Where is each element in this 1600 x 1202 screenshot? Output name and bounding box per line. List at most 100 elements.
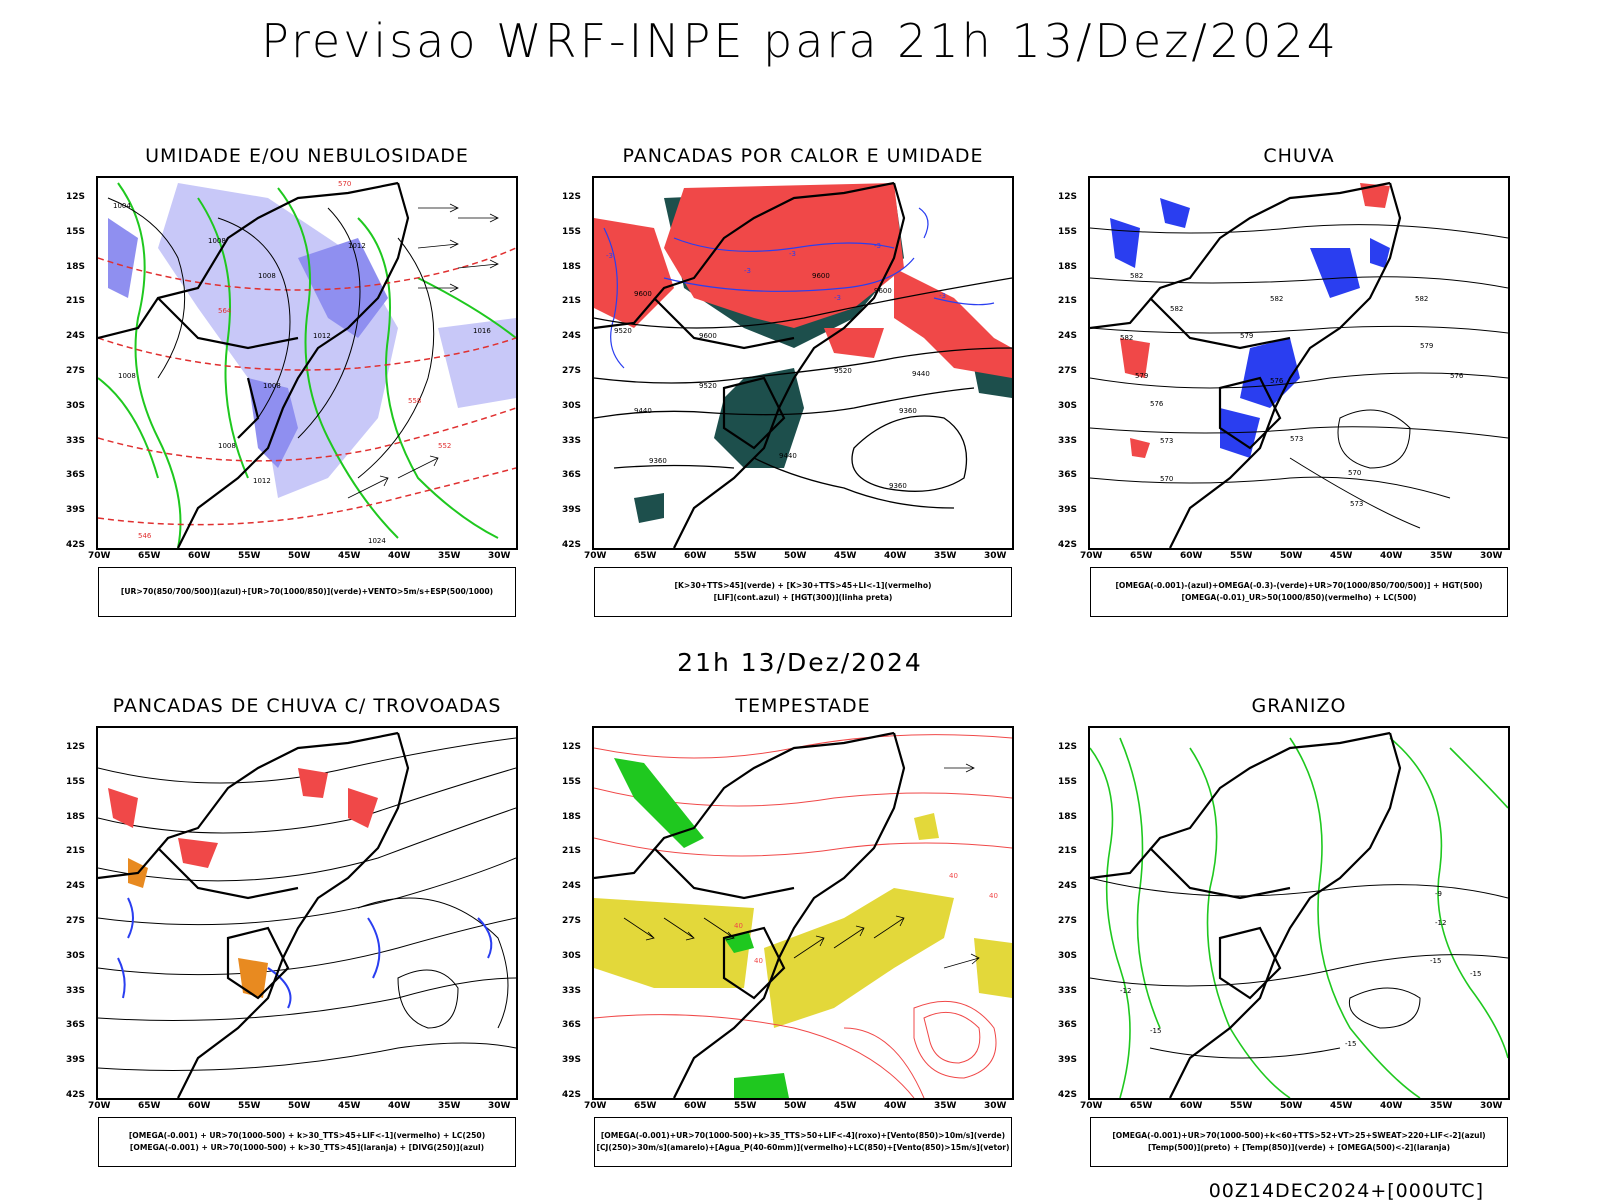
coastline-borders — [594, 181, 906, 548]
lon-label: 65W — [634, 551, 657, 561]
panel-pancadas-trovoadas: PANCADAS DE CHUVA C/ TROVOADAS — [66, 695, 518, 1175]
panel-title: CHUVA — [1263, 145, 1335, 167]
label-40: 40 — [949, 872, 958, 880]
map-granizo: -9 -12 -12 -15 -15 -15 -15 — [1088, 726, 1510, 1100]
label-1008: 1008 — [208, 237, 226, 245]
lon-label: 35W — [934, 551, 957, 561]
coastline-borders — [1090, 181, 1402, 548]
lat-label: 24S — [562, 881, 582, 892]
label-lif-6: -3 — [939, 292, 946, 300]
label-579-b: 579 — [1420, 342, 1433, 350]
label-40-b: 40 — [989, 892, 998, 900]
run-stamp: 00Z14DEC2024+[000UTC] — [1208, 1180, 1484, 1202]
map-umidade: 1004 1008 1012 1008 1016 1008 1012 1008 … — [96, 176, 518, 550]
legend-granizo: [OMEGA(-0.001)+UR>70(1000-500)+k<60+TTS>… — [1090, 1117, 1508, 1167]
main-title: Previsao WRF-INPE para 21h 13/Dez/2024 — [261, 14, 1339, 68]
lon-label: 65W — [1130, 1101, 1153, 1111]
lon-label: 40W — [884, 551, 907, 561]
hgt-contours — [1090, 224, 1508, 529]
label-lif-4: -3 — [874, 242, 881, 250]
label-582-b: 582 — [1170, 305, 1183, 313]
legend-line-2: [OMEGA(-0.001) + UR>70(1000-500) + k>30_… — [129, 1143, 485, 1152]
lon-label: 65W — [634, 1101, 657, 1111]
map-pancadas-trovoadas — [96, 726, 518, 1100]
label-minus12: -12 — [1435, 919, 1446, 927]
panel-title: TEMPESTADE — [735, 695, 871, 717]
label-576: 576 — [1270, 377, 1284, 385]
lon-label: 70W — [1080, 551, 1103, 561]
label-minus15-d: -15 — [1470, 970, 1481, 978]
label-minus15-b: -15 — [1150, 1027, 1161, 1035]
lat-label: 33S — [1058, 435, 1078, 446]
streamlines — [98, 737, 516, 1071]
label-9360-c: 9360 — [889, 482, 907, 490]
label-1008-d: 1008 — [263, 382, 281, 390]
lat-label: 27S — [562, 366, 582, 376]
lat-label: 33S — [66, 985, 86, 996]
label-582-d: 582 — [1120, 334, 1133, 342]
lon-label: 40W — [388, 551, 411, 561]
lat-label: 21S — [66, 296, 86, 307]
lon-label: 60W — [684, 551, 707, 561]
lon-label: 60W — [684, 1101, 707, 1111]
green-wind-regions — [614, 758, 789, 1098]
panel-title: GRANIZO — [1251, 695, 1347, 717]
label-546: 546 — [138, 532, 152, 540]
lat-label: 33S — [66, 435, 86, 446]
panel-title: UMIDADE E/OU NEBULOSIDADE — [145, 145, 469, 167]
legend-line-1: [UR>70(850/700/500)](azul)+[UR>70(1000/8… — [120, 587, 494, 596]
contour-labels: 1004 1008 1012 1008 1016 1008 1012 1008 … — [113, 180, 491, 545]
legend-line-1: [OMEGA(-0.001) + UR>70(1000-500) + k>30_… — [128, 1131, 486, 1140]
label-1012-b: 1012 — [313, 332, 331, 340]
lat-label: 39S — [66, 1055, 86, 1066]
lat-label: 30S — [562, 950, 582, 961]
lat-label: 30S — [66, 950, 86, 961]
lat-label: 42S — [562, 1090, 582, 1100]
lon-label: 55W — [1230, 551, 1253, 561]
lon-label: 35W — [1430, 1101, 1453, 1111]
lon-label: 55W — [238, 551, 261, 561]
lat-label: 30S — [1058, 400, 1078, 411]
blue-divg-contours — [117, 897, 493, 1009]
label-564: 564 — [218, 307, 232, 315]
label-1024: 1024 — [368, 537, 386, 545]
lat-label: 24S — [562, 331, 582, 342]
label-579-c: 579 — [1135, 372, 1148, 380]
lon-label: 70W — [584, 1101, 607, 1111]
lon-label: 55W — [238, 1101, 261, 1111]
label-9360: 9360 — [649, 457, 667, 465]
red-fill-regions — [594, 183, 1012, 378]
lon-label: 30W — [488, 1101, 511, 1111]
label-9360-b: 9360 — [899, 407, 917, 415]
lat-label: 42S — [1058, 540, 1078, 550]
label-lif-3: -3 — [789, 250, 796, 258]
legend-pancadas-calor: [K>30+TTS>45](verde) + [K>30+TTS>45+LI<-… — [594, 567, 1012, 617]
legend-line-2: [OMEGA(-0.01)_UR>50(1000/850)(vermelho) … — [1181, 593, 1417, 602]
map-pancadas-calor: 9600 9600 9600 9520 9600 9520 9520 9440 … — [592, 176, 1014, 550]
lon-label: 45W — [834, 1101, 857, 1111]
lat-label: 15S — [66, 776, 86, 787]
lat-label: 36S — [562, 470, 582, 481]
label-582-e: 582 — [1415, 295, 1428, 303]
lat-label: 33S — [562, 435, 582, 446]
coastline-borders — [1090, 731, 1402, 1098]
lon-label: 65W — [1130, 551, 1153, 561]
label-9600-d: 9600 — [699, 332, 717, 340]
label-minus15: -15 — [1430, 957, 1441, 965]
lon-label: 60W — [1180, 551, 1203, 561]
lat-label: 39S — [562, 1055, 582, 1066]
label-1008-b: 1008 — [258, 272, 276, 280]
lon-label: 30W — [984, 1101, 1007, 1111]
lon-label: 40W — [388, 1101, 411, 1111]
green-contours — [98, 182, 516, 548]
legend-line-1: [OMEGA(-0.001)+UR>70(1000-500)+k>35_TTS>… — [600, 1131, 1006, 1140]
wind-vectors — [623, 763, 980, 969]
legend-line-1: [OMEGA(-0.001)+UR>70(1000-500)+k<60+TTS>… — [1112, 1131, 1486, 1140]
lat-label: 39S — [562, 505, 582, 516]
lat-label: 24S — [66, 331, 86, 342]
label-lif-1: -3 — [606, 252, 613, 260]
blue-precip-patches — [1110, 198, 1390, 458]
lat-label: 42S — [66, 540, 86, 550]
legend-line-2: [Temp(500)](preto) + [Temp(850)](verde) … — [1147, 1143, 1451, 1152]
label-9440: 9440 — [634, 407, 652, 415]
